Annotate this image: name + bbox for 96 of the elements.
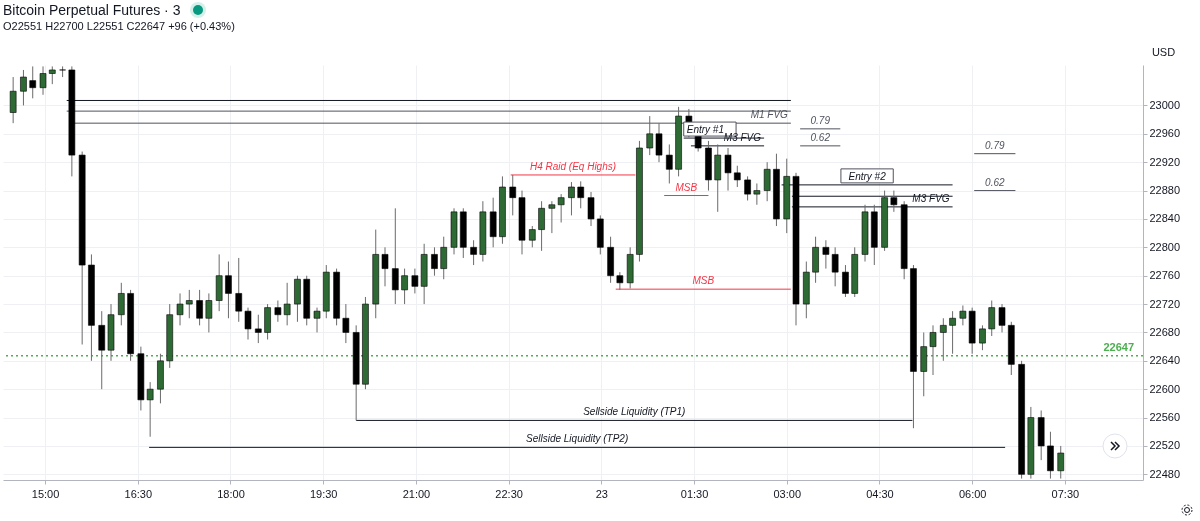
series-label: 0.79 bbox=[810, 114, 831, 126]
candlestick bbox=[1057, 445, 1065, 480]
candlestick bbox=[842, 264, 849, 298]
candlestick bbox=[283, 282, 291, 326]
x-tick-label: 07:30 bbox=[1051, 487, 1080, 500]
candlestick bbox=[998, 303, 1006, 333]
series-label: Sellside Liquidity (TP2) bbox=[525, 433, 629, 445]
x-tick-label: 19:30 bbox=[309, 487, 338, 500]
series-label: H4 Raid (Eq Highs) bbox=[529, 160, 617, 172]
x-tick-label: 01:30 bbox=[680, 487, 709, 500]
x-tick-label: 22:30 bbox=[495, 487, 523, 500]
candlestick bbox=[118, 282, 125, 326]
series-label: Entry #2 bbox=[848, 170, 887, 182]
candlestick bbox=[509, 174, 517, 216]
series-label: Sellside Liquidity (TP1) bbox=[583, 406, 686, 418]
candlestick bbox=[9, 76, 17, 124]
series-label: M1 FVG bbox=[750, 109, 789, 121]
y-tick-label: 22760 bbox=[1149, 269, 1181, 282]
candlestick bbox=[440, 236, 448, 280]
y-tick-label: 22520 bbox=[1149, 439, 1181, 452]
candlestick bbox=[205, 292, 213, 333]
candlestick bbox=[529, 225, 536, 248]
candlestick bbox=[724, 147, 732, 192]
candlestick bbox=[988, 300, 996, 337]
candlestick bbox=[979, 324, 986, 351]
candlestick bbox=[196, 289, 203, 326]
x-tick-label: 15:00 bbox=[31, 487, 60, 500]
candlestick bbox=[255, 314, 262, 344]
y-tick-label: 22960 bbox=[1149, 127, 1181, 140]
candlestick bbox=[890, 190, 898, 213]
candlestick bbox=[146, 381, 154, 438]
candlestick bbox=[753, 182, 761, 206]
candlestick bbox=[548, 200, 556, 234]
candlestick bbox=[225, 261, 232, 319]
candlestick bbox=[763, 161, 771, 202]
candlestick bbox=[577, 180, 585, 209]
candlestick bbox=[655, 122, 663, 163]
x-tick-label: 04:30 bbox=[866, 487, 894, 500]
y-tick-label: 22920 bbox=[1149, 155, 1181, 168]
candlestick bbox=[959, 304, 967, 326]
y-axis-title: USD bbox=[1151, 45, 1176, 58]
chart-title: Bitcoin Perpetual Futures · 3 bbox=[3, 2, 181, 18]
x-tick-label: 06:00 bbox=[958, 487, 987, 500]
candlestick bbox=[831, 246, 839, 287]
candlestick bbox=[616, 271, 624, 291]
x-tick-label: 16:30 bbox=[124, 487, 153, 500]
candlestick bbox=[646, 115, 654, 156]
candlestick bbox=[538, 200, 545, 252]
x-tick-label: 21:00 bbox=[402, 487, 431, 500]
candlestick bbox=[274, 300, 282, 323]
y-tick-label: 22720 bbox=[1149, 297, 1181, 310]
y-tick-label: 22880 bbox=[1149, 184, 1181, 197]
y-tick-label: 23000 bbox=[1149, 98, 1181, 111]
y-tick-label: 22600 bbox=[1149, 382, 1181, 395]
series-label: MSB bbox=[675, 181, 698, 193]
candlestick bbox=[176, 292, 184, 326]
series-label: 0.62 bbox=[810, 131, 831, 143]
candlestick bbox=[401, 268, 408, 305]
candlestick bbox=[313, 307, 321, 333]
candlestick bbox=[411, 268, 419, 294]
candlestick bbox=[557, 193, 565, 223]
ref-line-label: 22647 bbox=[1103, 340, 1134, 353]
x-tick-label: 23 bbox=[595, 487, 608, 500]
y-tick-label: 22560 bbox=[1149, 411, 1181, 424]
candlestick bbox=[235, 257, 243, 323]
candlestick bbox=[39, 65, 47, 96]
series-label: MSB bbox=[692, 275, 715, 287]
candlestick bbox=[244, 307, 252, 341]
candlestick bbox=[185, 289, 193, 319]
candlestick bbox=[568, 181, 575, 216]
candlestick bbox=[822, 239, 830, 270]
candlestick bbox=[744, 175, 751, 201]
y-tick-label: 22480 bbox=[1149, 467, 1181, 480]
y-tick-label: 22840 bbox=[1149, 212, 1181, 225]
x-tick-label: 18:00 bbox=[217, 487, 245, 500]
candlestick bbox=[381, 246, 389, 287]
candlestick bbox=[587, 191, 595, 227]
x-tick-label: 03:00 bbox=[773, 487, 802, 500]
y-tick-label: 22640 bbox=[1149, 354, 1181, 367]
candlestick bbox=[929, 324, 937, 376]
candlestick bbox=[29, 65, 37, 99]
candlestick bbox=[470, 239, 477, 266]
candlestick bbox=[392, 207, 399, 305]
candlestick bbox=[20, 69, 27, 106]
candlestick bbox=[666, 143, 673, 184]
y-tick-label: 22800 bbox=[1149, 240, 1181, 253]
series-label: Entry #1 bbox=[686, 124, 724, 136]
series-label: 0.79 bbox=[985, 139, 1005, 151]
y-tick-label: 22680 bbox=[1149, 325, 1181, 338]
candlestick bbox=[431, 246, 438, 277]
candlestick bbox=[734, 165, 741, 188]
candlestick bbox=[949, 310, 956, 355]
chart-subtitle: O22551 H22700 L22551 C22647 +96 (+0.43%) bbox=[3, 20, 235, 32]
candlestick bbox=[342, 303, 350, 344]
candlestick bbox=[940, 317, 947, 362]
series-label: 0.62 bbox=[985, 176, 1005, 188]
